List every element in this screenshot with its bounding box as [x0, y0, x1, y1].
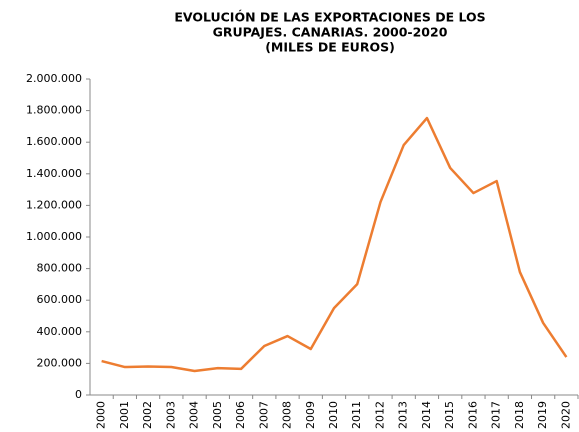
y-tick-label: 1.400.000	[26, 167, 82, 180]
x-tick-label: 2007	[257, 401, 270, 429]
x-tick-label: 2019	[536, 401, 549, 429]
chart-title: (MILES DE EUROS)	[265, 40, 395, 55]
y-tick-label: 800.000	[37, 262, 83, 275]
x-tick-label: 2004	[188, 401, 201, 429]
y-tick-label: 2.000.000	[26, 72, 82, 85]
y-tick-label: 200.000	[37, 356, 83, 369]
x-tick-label: 2003	[164, 401, 177, 429]
y-tick-label: 600.000	[37, 293, 83, 306]
y-tick-label: 400.000	[37, 325, 83, 338]
x-tick-label: 2010	[327, 401, 340, 429]
x-tick-label: 2009	[304, 401, 317, 429]
y-tick-label: 0	[75, 388, 82, 401]
x-tick-label: 2012	[373, 401, 386, 429]
line-series	[101, 116, 568, 373]
x-tick-label: 2008	[281, 401, 294, 429]
x-tick-label: 2015	[443, 401, 456, 429]
y-tick-label: 1.600.000	[26, 135, 82, 148]
x-tick-label: 2005	[211, 401, 224, 429]
x-tick-label: 2000	[95, 401, 108, 429]
x-tick-label: 2017	[490, 401, 503, 429]
x-tick-label: 2002	[141, 401, 154, 429]
y-tick-label: 1.800.000	[26, 104, 82, 117]
x-tick-label: 2006	[234, 401, 247, 429]
chart-title: EVOLUCIÓN DE LAS EXPORTACIONES DE LOS	[174, 10, 485, 25]
y-tick-label: 1.200.000	[26, 198, 82, 211]
x-tick-label: 2013	[397, 401, 410, 429]
x-tick-label: 2016	[466, 401, 479, 429]
x-tick-label: 2014	[420, 401, 433, 429]
chart-title: GRUPAJES. CANARIAS. 2000-2020	[213, 25, 448, 40]
y-tick-label: 1.000.000	[26, 230, 82, 243]
x-tick-label: 2001	[118, 401, 131, 429]
x-tick-label: 2011	[350, 401, 363, 429]
x-tick-label: 2018	[513, 401, 526, 429]
x-tick-label: 2020	[559, 401, 572, 429]
